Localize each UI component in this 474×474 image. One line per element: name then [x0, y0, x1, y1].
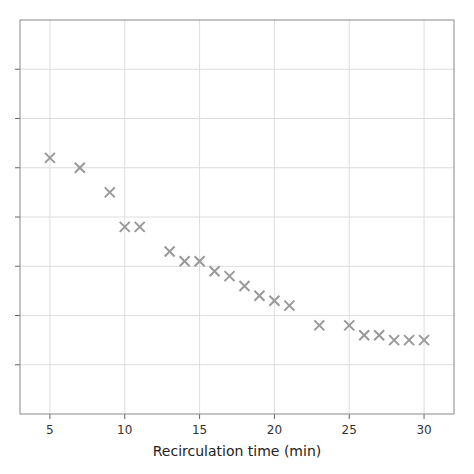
x-tick [274, 414, 275, 419]
x-axis-label: Recirculation time (min) [153, 443, 321, 459]
point [404, 335, 414, 345]
x-tick-label: 5 [46, 423, 54, 437]
point [180, 256, 190, 266]
point [359, 330, 369, 340]
y-grid-line [20, 69, 454, 70]
point [45, 153, 55, 163]
point [165, 246, 175, 256]
point [314, 320, 324, 330]
point [284, 301, 294, 311]
y-grid-line [20, 266, 454, 267]
point [210, 266, 220, 276]
x-tick-label: 15 [192, 423, 207, 437]
point [225, 271, 235, 281]
x-tick-label: 30 [416, 423, 431, 437]
y-grid-line [20, 315, 454, 316]
point [75, 163, 85, 173]
x-tick [199, 414, 200, 419]
y-grid-line [20, 217, 454, 218]
point [419, 335, 429, 345]
points [45, 153, 429, 345]
x-tick-label: 20 [267, 423, 282, 437]
x-tick [124, 414, 125, 419]
x-tick [349, 414, 350, 419]
y-grid-line [20, 118, 454, 119]
chart: 5 10 15 20 25 30 Recirculation time (min) [0, 0, 474, 474]
plot-frame [20, 20, 454, 414]
y-tick [15, 364, 20, 365]
x-tick [49, 414, 50, 419]
point [374, 330, 384, 340]
y-tick [15, 266, 20, 267]
y-grid-line [20, 167, 454, 168]
y-grid-line [20, 364, 454, 365]
point [135, 222, 145, 232]
y-tick [15, 118, 20, 119]
y-tick [15, 69, 20, 70]
y-tick [15, 315, 20, 316]
x-tick-label: 10 [117, 423, 132, 437]
y-tick [15, 167, 20, 168]
point [195, 256, 205, 266]
point [344, 320, 354, 330]
point [269, 296, 279, 306]
x-tick-label: 25 [342, 423, 357, 437]
point [105, 187, 115, 197]
x-tick [424, 414, 425, 419]
axes: 5 10 15 20 25 30 [15, 20, 454, 437]
grid [20, 20, 454, 414]
point [389, 335, 399, 345]
point [239, 281, 249, 291]
y-tick [15, 217, 20, 218]
point [254, 291, 264, 301]
point [120, 222, 130, 232]
